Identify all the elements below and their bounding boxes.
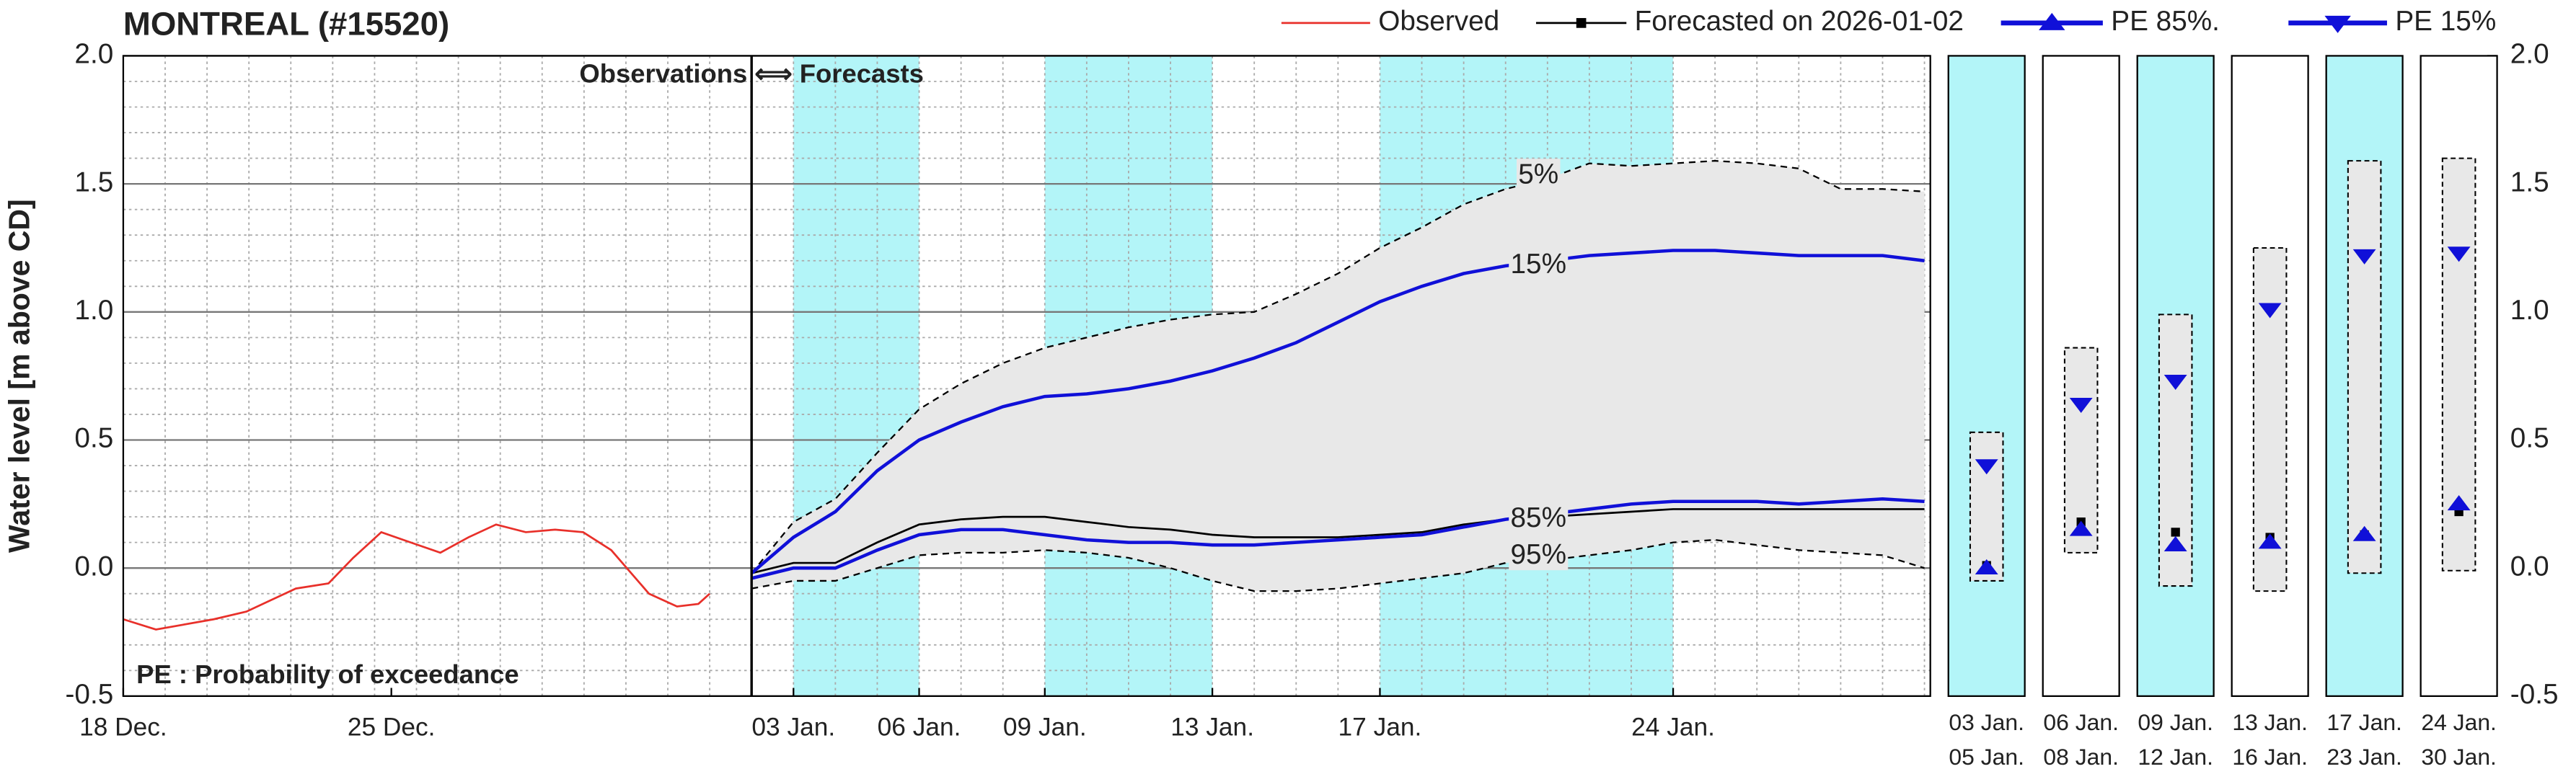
forecast-line [750, 249, 1925, 575]
marker-triangle [1975, 559, 1998, 574]
panel-end-label: 05 Jan. [1949, 744, 2024, 769]
marker-triangle [1975, 459, 1998, 475]
panel-start-label: 13 Jan. [2232, 709, 2308, 735]
x-tick-label: 06 Jan. [878, 714, 961, 742]
envelope-fill [751, 161, 1925, 592]
panel-end-label: 08 Jan. [2043, 744, 2119, 769]
legend-label: Forecasted on 2026-01-02 [1635, 6, 1964, 37]
y-tick-label: 2.0 [74, 39, 113, 70]
x-tick-label: 18 Dec. [79, 714, 167, 742]
y-axis-label: Water level [m above CD] [3, 199, 36, 553]
legend-label: PE 15% [2395, 6, 2496, 37]
line-label-bg [1509, 249, 1569, 280]
marker-triangle [2447, 246, 2471, 262]
y-tick-label-right: -0.5 [2510, 679, 2559, 710]
line-label: 15% [1511, 249, 1566, 280]
panel [1947, 55, 2026, 697]
envelope-lower [751, 538, 1925, 592]
chart-title: MONTREAL (#15520) [123, 5, 449, 42]
marker-triangle [2039, 12, 2065, 30]
y-tick-label-right: 1.5 [2510, 166, 2549, 197]
marker-triangle [2069, 397, 2093, 414]
envelope-upper [751, 160, 1925, 574]
y-tick-label: 0.0 [74, 551, 113, 582]
y-tick-label-right: 0.0 [2510, 551, 2549, 582]
x-tick-label: 17 Jan. [1338, 714, 1422, 742]
forecast-line [751, 508, 1925, 574]
panel-end-label: 30 Jan. [2421, 744, 2497, 769]
y-tick-label-right: 0.5 [2510, 423, 2549, 454]
panel-range [2347, 160, 2382, 574]
divider-label: Observations ⟺ Forecasts [579, 58, 924, 88]
panel-end-label: 16 Jan. [2232, 744, 2308, 769]
panel-start-label: 17 Jan. [2326, 709, 2402, 735]
line-label-bg [1509, 502, 1569, 533]
panel-range [1969, 431, 2004, 582]
panel-start-label: 03 Jan. [1949, 709, 2024, 735]
note: PE : Probability of exceedance [136, 659, 519, 689]
legend-label: PE 85%. [2111, 6, 2220, 37]
marker-triangle [2069, 520, 2093, 536]
marker-triangle [2163, 535, 2187, 551]
y-tick-label: -0.5 [66, 679, 114, 710]
panel-start-label: 24 Jan. [2421, 709, 2497, 735]
panel-start-label: 09 Jan. [2138, 709, 2213, 735]
line-label-bg [1517, 159, 1561, 190]
y-tick-label: 0.5 [74, 423, 113, 454]
marker-triangle [2258, 303, 2282, 319]
x-tick-label: 13 Jan. [1170, 714, 1254, 742]
y-tick-label-right: 2.0 [2510, 39, 2549, 70]
forecast-line [751, 497, 1925, 580]
marker-triangle [2352, 525, 2376, 541]
panel-end-label: 23 Jan. [2326, 744, 2402, 769]
x-tick-label: 24 Jan. [1631, 714, 1715, 742]
observed-line [123, 523, 711, 631]
x-tick-label: 25 Dec. [348, 714, 436, 742]
y-tick-label: 1.5 [74, 166, 113, 197]
line-label: 85% [1511, 502, 1566, 533]
marker-square [1576, 18, 1587, 28]
marker-square [2171, 528, 2180, 537]
marker-triangle [2447, 495, 2471, 511]
marker-triangle [2163, 374, 2187, 391]
line-label: 95% [1511, 539, 1566, 570]
x-tick-label: 09 Jan. [1003, 714, 1087, 742]
marker-triangle [2324, 15, 2351, 33]
line-label-bg [1509, 539, 1569, 571]
panel-end-label: 12 Jan. [2138, 744, 2213, 769]
marker-triangle [2258, 533, 2282, 549]
panel-start-label: 06 Jan. [2043, 709, 2119, 735]
shaded-period [793, 55, 919, 696]
plot-frame [122, 55, 1931, 697]
line-label: 5% [1518, 159, 1558, 190]
y-tick-label-right: 1.0 [2510, 295, 2549, 326]
y-tick-label: 1.0 [74, 295, 113, 326]
legend-label: Observed [1378, 6, 1499, 37]
x-tick-label: 03 Jan. [751, 714, 835, 742]
marker-triangle [2352, 249, 2376, 265]
